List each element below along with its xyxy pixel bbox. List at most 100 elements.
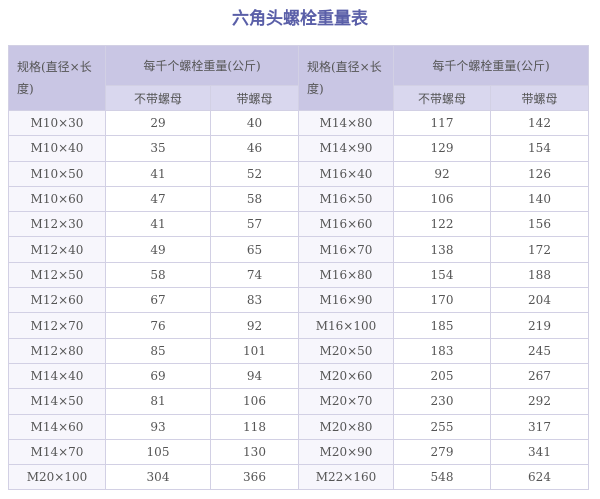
- spec-cell: M10×30: [8, 109, 106, 137]
- spec-cell: M12×30: [8, 211, 106, 238]
- spec-cell: M20×90: [298, 438, 394, 466]
- weight-cell: 105: [105, 438, 211, 466]
- weight-cell: 129: [393, 135, 491, 162]
- weight-cell: 138: [393, 236, 491, 263]
- spec-cell: M16×70: [298, 236, 394, 263]
- spec-cell: M16×80: [298, 261, 394, 289]
- weight-cell: 40: [210, 109, 299, 137]
- spec-cell: M20×100: [8, 464, 106, 491]
- weight-cell: 624: [490, 464, 589, 491]
- weight-cell: 267: [490, 362, 589, 390]
- weight-cell: 219: [490, 312, 589, 339]
- weight-cell: 57: [210, 211, 299, 238]
- weight-cell: 317: [490, 413, 589, 440]
- weight-cell: 185: [393, 312, 491, 339]
- spec-cell: M12×60: [8, 287, 106, 314]
- table-row: M14×40 69 94 M20×60 205 267: [8, 362, 589, 390]
- weight-cell: 41: [105, 211, 211, 238]
- spec-cell: M22×160: [298, 464, 394, 491]
- weight-cell: 183: [393, 337, 491, 364]
- weight-cell: 35: [105, 135, 211, 162]
- sub-header: 带螺母: [490, 85, 589, 111]
- sub-header: 带螺母: [210, 85, 299, 111]
- table-row: M14×60 93 118 M20×80 255 317: [8, 413, 589, 440]
- weight-cell: 126: [490, 160, 589, 187]
- spec-cell: M20×50: [298, 337, 394, 364]
- spec-cell: M16×50: [298, 185, 394, 213]
- weight-cell: 47: [105, 185, 211, 213]
- weight-cell: 29: [105, 109, 211, 137]
- sub-header-row: 不带螺母 带螺母 不带螺母 带螺母: [9, 85, 589, 111]
- spec-cell: M16×60: [298, 211, 394, 238]
- weight-cell: 279: [393, 438, 491, 466]
- weight-cell: 76: [105, 312, 211, 339]
- table-row: M14×50 81 106 M20×70 230 292: [8, 388, 589, 415]
- spec-cell: M20×70: [298, 388, 394, 415]
- spec-cell: M16×90: [298, 287, 394, 314]
- weight-cell: 106: [210, 388, 299, 415]
- weight-cell: 41: [105, 160, 211, 187]
- weight-cell: 245: [490, 337, 589, 364]
- spec-cell: M14×40: [8, 362, 106, 390]
- spec-cell: M16×40: [298, 160, 394, 187]
- weight-cell: 85: [105, 337, 211, 364]
- weight-cell: 101: [210, 337, 299, 364]
- weight-cell: 366: [210, 464, 299, 491]
- table-row: M12×70 76 92 M16×100 185 219: [8, 312, 589, 339]
- weight-cell: 81: [105, 388, 211, 415]
- weight-cell: 255: [393, 413, 491, 440]
- weight-cell: 130: [210, 438, 299, 466]
- spec-cell: M10×60: [8, 185, 106, 213]
- weight-cell: 172: [490, 236, 589, 263]
- weight-cell: 117: [393, 109, 491, 137]
- spec-cell: M14×70: [8, 438, 106, 466]
- table-row: M10×30 29 40 M14×80 117 142: [8, 109, 589, 137]
- spec-cell: M12×70: [8, 312, 106, 339]
- weight-cell: 205: [393, 362, 491, 390]
- spec-cell: M14×50: [8, 388, 106, 415]
- weight-cell: 94: [210, 362, 299, 390]
- spec-cell: M10×50: [8, 160, 106, 187]
- weight-cell: 46: [210, 135, 299, 162]
- weight-cell: 74: [210, 261, 299, 289]
- table-row: M12×40 49 65 M16×70 138 172: [8, 236, 589, 263]
- spec-cell: M14×80: [298, 109, 394, 137]
- weight-cell: 65: [210, 236, 299, 263]
- weight-cell: 204: [490, 287, 589, 314]
- weight-cell: 118: [210, 413, 299, 440]
- weight-cell: 69: [105, 362, 211, 390]
- weight-cell: 49: [105, 236, 211, 263]
- weight-cell: 93: [105, 413, 211, 440]
- weight-cell: 142: [490, 109, 589, 137]
- spec-cell: M12×80: [8, 337, 106, 364]
- table-row: M10×60 47 58 M16×50 106 140: [8, 185, 589, 213]
- table-body: M10×30 29 40 M14×80 117 142 M10×40 35 46 M14×90 12…: [8, 109, 589, 491]
- weight-cell: 548: [393, 464, 491, 491]
- weight-cell: 83: [210, 287, 299, 314]
- weight-cell: 122: [393, 211, 491, 238]
- spec-cell: M12×50: [8, 261, 106, 289]
- table-row: M12×80 85 101 M20×50 183 245: [8, 337, 589, 364]
- spec-header: 规格(直径×长度): [8, 45, 106, 111]
- weight-cell: 106: [393, 185, 491, 213]
- spec-cell: M20×60: [298, 362, 394, 390]
- table-row: M10×40 35 46 M14×90 129 154: [8, 135, 589, 162]
- weight-cell: 188: [490, 261, 589, 289]
- sub-header: 不带螺母: [105, 85, 211, 111]
- weight-cell: 140: [490, 185, 589, 213]
- weight-header: 每千个螺栓重量(公斤): [393, 45, 589, 86]
- weight-cell: 156: [490, 211, 589, 238]
- table-row: M12×50 58 74 M16×80 154 188: [8, 261, 589, 289]
- weight-cell: 230: [393, 388, 491, 415]
- table-row: M10×50 41 52 M16×40 92 126: [8, 160, 589, 187]
- spec-cell: M14×90: [298, 135, 394, 162]
- table-head: 规格(直径×长度) 每千个螺栓重量(公斤) 规格(直径×长度) 每千个螺栓重量(…: [8, 45, 589, 111]
- table-row: M14×70 105 130 M20×90 279 341: [8, 438, 589, 466]
- table-row: M12×30 41 57 M16×60 122 156: [8, 211, 589, 238]
- table-row: M12×60 67 83 M16×90 170 204: [8, 287, 589, 314]
- weight-cell: 67: [105, 287, 211, 314]
- weight-cell: 92: [210, 312, 299, 339]
- weight-cell: 58: [210, 185, 299, 213]
- weight-cell: 341: [490, 438, 589, 466]
